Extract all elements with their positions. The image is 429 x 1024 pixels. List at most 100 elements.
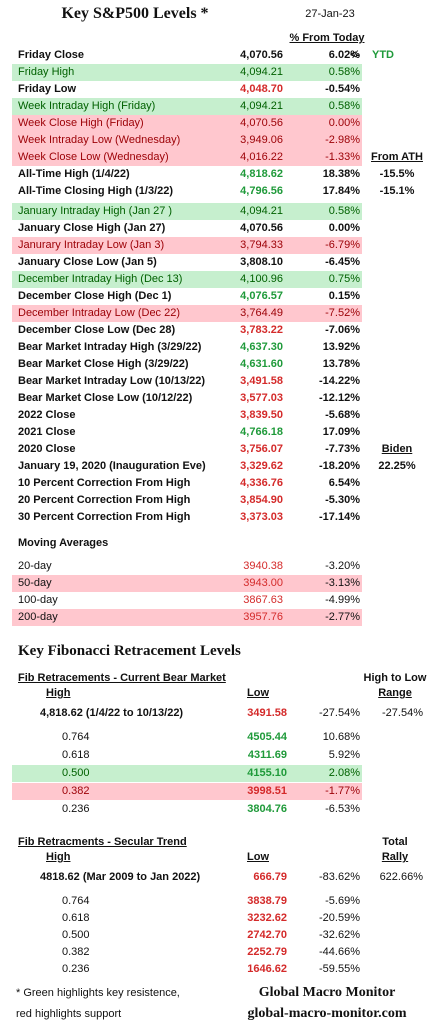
side-note: 22.25%: [378, 460, 416, 472]
fib-ratio: 0.500: [62, 929, 90, 941]
fib-ratio: 0.382: [62, 785, 90, 797]
level-label: All-Time High (1/4/22): [18, 168, 130, 180]
fib-summary-label: 4,818.62 (1/4/22 to 10/13/22): [40, 707, 184, 719]
level-label: 20 Percent Correction From High: [18, 494, 191, 506]
level-change: -7.73%: [325, 443, 360, 455]
row-highlight: [12, 609, 362, 626]
title: Key S&P500 Levels *: [61, 5, 209, 22]
level-label: December Close High (Dec 1): [18, 290, 172, 302]
fib-ratio: 0.236: [62, 803, 90, 815]
level-label: Friday Close: [18, 49, 85, 61]
ma-label: 20-day: [18, 560, 52, 572]
row-highlight: [12, 115, 362, 132]
level-value: 4,094.21: [240, 100, 283, 112]
level-change: 0.15%: [328, 290, 360, 302]
level-change: 18.38%: [322, 168, 360, 180]
brand: Global Macro Monitor: [258, 985, 396, 1000]
ma-value: 3957.76: [243, 611, 283, 623]
fib-ratio: 0.618: [62, 749, 90, 761]
ytd-note: YTD: [372, 49, 394, 61]
level-value: 4,094.21: [240, 205, 283, 217]
level-label: All-Time Closing High (1/3/22): [18, 185, 174, 197]
level-label: Week Close Low (Wednesday): [18, 151, 169, 163]
level-label: 2021 Close: [18, 426, 76, 438]
level-label: Janurary Intraday Low (Jan 3): [18, 239, 165, 251]
level-change: 0.00%: [328, 222, 360, 234]
level-value: 3,794.33: [240, 239, 283, 251]
fib-level: 1646.62: [247, 963, 287, 975]
level-value: 3,808.10: [240, 256, 283, 268]
fib-summary-low: 666.79: [253, 871, 287, 883]
level-value: 4,070.56: [240, 117, 283, 129]
level-change: -17.14%: [319, 511, 360, 523]
fib-level: 4311.69: [247, 749, 287, 761]
row-highlight: [12, 305, 362, 322]
ma-label: 50-day: [18, 577, 52, 589]
row-highlight: [12, 98, 362, 115]
ma-change: -3.13%: [325, 577, 360, 589]
level-change: 13.92%: [322, 341, 360, 353]
level-change: -7.06%: [325, 324, 360, 336]
fib-change: -6.53%: [325, 803, 360, 815]
side-note: From ATH: [371, 151, 423, 163]
fib-summary-label: 4818.62 (Mar 2009 to Jan 2022): [40, 871, 201, 883]
ma-value: 3940.38: [243, 560, 283, 572]
level-change: -6.79%: [325, 239, 360, 251]
fib-ratio: 0.618: [62, 912, 90, 924]
level-value: 4,016.22: [240, 151, 283, 163]
level-change: -2.98%: [325, 134, 360, 146]
level-value: 3,764.49: [240, 307, 283, 319]
ma-change: -4.99%: [325, 594, 360, 606]
fib-change: 10.68%: [322, 731, 360, 743]
level-value: 4,094.21: [240, 66, 283, 78]
fib-right-header: Range: [378, 687, 412, 699]
level-value: 4,766.18: [240, 426, 283, 438]
fib-ratio: 0.382: [62, 946, 90, 958]
level-value: 4,637.30: [240, 341, 283, 353]
level-value: 4,818.62: [240, 168, 283, 180]
footer-note: red highlights support: [16, 1008, 122, 1020]
side-note: Biden: [381, 443, 413, 455]
level-change: 0.58%: [328, 205, 360, 217]
fib-right-header: Total: [382, 836, 408, 848]
fib-change: -44.66%: [319, 946, 360, 958]
level-change: -0.54%: [325, 83, 360, 95]
fib-low-header: Low: [247, 687, 269, 699]
fib-change: -32.62%: [319, 929, 360, 941]
row-highlight: [12, 132, 362, 149]
level-label: Bear Market Intraday Low (10/13/22): [18, 375, 206, 387]
row-highlight: [12, 203, 362, 220]
level-label: December Intraday High (Dec 13): [18, 273, 183, 285]
level-change: 13.78%: [322, 358, 360, 370]
row-highlight: [12, 149, 362, 166]
fib-change: -20.59%: [319, 912, 360, 924]
level-label: Bear Market Close Low (10/12/22): [18, 392, 193, 404]
level-change: -14.22%: [319, 375, 360, 387]
level-change: -5.68%: [325, 409, 360, 421]
level-label: Bear Market Intraday High (3/29/22): [18, 341, 202, 353]
level-label: December Intraday Low (Dec 22): [18, 307, 181, 319]
fib-title: Fib Retracements - Current Bear Market: [18, 672, 226, 684]
fib-change: 2.08%: [328, 767, 360, 779]
level-value: 4,100.96: [240, 273, 283, 285]
level-label: Week Intraday Low (Wednesday): [18, 134, 181, 146]
fib-ratio: 0.764: [62, 895, 90, 907]
date: 27-Jan-23: [305, 8, 355, 20]
fib-right-header: Rally: [381, 851, 409, 863]
footer-note: * Green highlights key resistence,: [16, 987, 180, 999]
ma-label: 200-day: [18, 611, 58, 623]
level-label: Week Intraday High (Friday): [18, 100, 156, 112]
ma-value: 3867.63: [243, 594, 283, 606]
fib-level: 2252.79: [247, 946, 287, 958]
level-value: 4,631.60: [240, 358, 283, 370]
fib-summary-low: 3491.58: [247, 707, 287, 719]
fib-level: 3998.51: [247, 785, 287, 797]
fib-summary-range: -27.54%: [382, 707, 423, 719]
fib-right-header: High to Low: [363, 672, 427, 684]
fib-level: 3232.62: [247, 912, 287, 924]
row-highlight: [12, 575, 362, 592]
level-label: 2022 Close: [18, 409, 76, 421]
fib-change: -59.55%: [319, 963, 360, 975]
level-value: 4,070.56: [240, 49, 283, 61]
ytd-note: <-: [350, 49, 361, 61]
